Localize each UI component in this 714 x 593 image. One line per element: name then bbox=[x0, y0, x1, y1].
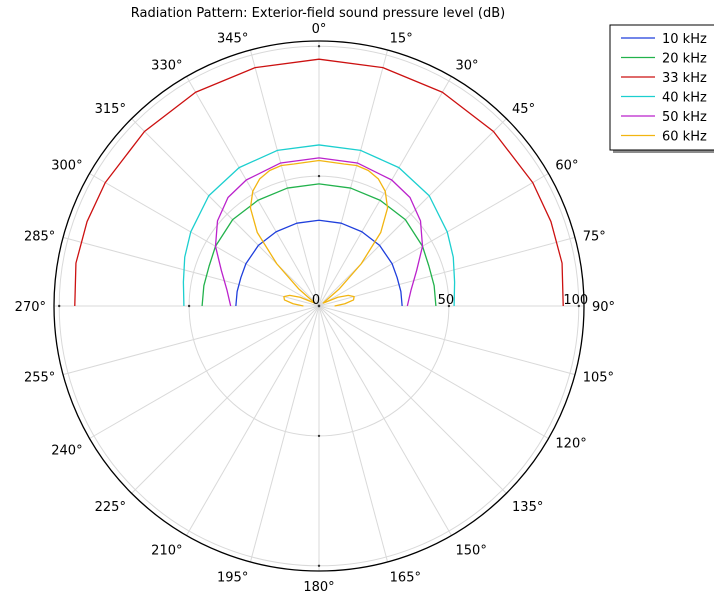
radial-tick-label: 0 bbox=[312, 293, 320, 308]
angle-tick-label: 150° bbox=[456, 543, 487, 558]
legend-label-20-khz: 20 kHz bbox=[662, 52, 707, 67]
angle-gridline bbox=[318, 118, 507, 307]
angle-gridline bbox=[89, 305, 320, 439]
angle-gridline bbox=[318, 305, 576, 376]
legend-label-10-khz: 10 kHz bbox=[662, 32, 707, 47]
angle-tick-label: 240° bbox=[51, 444, 82, 459]
angle-tick-label: 30° bbox=[456, 59, 479, 74]
radial-tick-label: 50 bbox=[438, 293, 455, 308]
angle-gridline bbox=[249, 305, 320, 563]
radial-tick-mark bbox=[317, 174, 321, 178]
angle-tick-label: 60° bbox=[555, 159, 578, 174]
angle-tick-label: 15° bbox=[390, 31, 413, 46]
angle-tick-label: 195° bbox=[217, 571, 248, 586]
angle-tick-label: 75° bbox=[583, 229, 606, 244]
angle-tick-label: 285° bbox=[24, 229, 55, 244]
series-line-33-khz bbox=[74, 58, 564, 307]
angle-gridline bbox=[89, 173, 320, 307]
angle-tick-label: 255° bbox=[24, 371, 55, 386]
angle-tick-label: 0° bbox=[312, 22, 327, 37]
radial-tick-mark bbox=[187, 304, 191, 308]
legend: 10 kHz 20 kHz 33 kHz 40 kHz 50 kHz 60 kHz bbox=[609, 24, 714, 153]
series-line-60-khz bbox=[249, 159, 389, 307]
legend-box bbox=[609, 24, 714, 151]
angle-gridline bbox=[186, 305, 320, 536]
polar-frame bbox=[53, 40, 585, 572]
radial-tick-mark bbox=[317, 564, 321, 567]
angle-gridline bbox=[318, 236, 576, 307]
angle-gridline bbox=[318, 305, 549, 439]
radial-tick-mark bbox=[317, 45, 321, 48]
angle-gridline bbox=[318, 49, 389, 307]
angle-tick-label: 135° bbox=[512, 500, 543, 515]
angle-gridline bbox=[62, 236, 320, 307]
series-line-20-khz bbox=[201, 183, 437, 307]
radial-tick-mark bbox=[577, 304, 580, 308]
radial-tick-mark bbox=[447, 304, 451, 308]
legend-label-40-khz: 40 kHz bbox=[662, 91, 707, 106]
legend-label-50-khz: 50 kHz bbox=[662, 110, 707, 125]
legend-label-60-khz: 60 kHz bbox=[662, 130, 707, 145]
radial-tick-mark bbox=[58, 304, 61, 308]
angle-tick-label: 270° bbox=[15, 300, 46, 315]
angle-gridline bbox=[62, 305, 320, 376]
angle-tick-label: 90° bbox=[592, 300, 615, 315]
series-layer bbox=[74, 58, 564, 307]
angle-tick-label: 45° bbox=[512, 102, 535, 117]
angle-tick-label: 345° bbox=[217, 31, 248, 46]
angle-gridline bbox=[318, 305, 452, 536]
series-line-50-khz bbox=[214, 157, 424, 307]
radial-tick-mark bbox=[317, 304, 321, 308]
polar-grid bbox=[53, 40, 585, 572]
angle-gridline bbox=[318, 305, 389, 563]
angle-tick-label: 180° bbox=[303, 580, 334, 593]
angle-tick-label: 165° bbox=[390, 571, 421, 586]
angle-gridline bbox=[131, 305, 320, 494]
angle-gridline bbox=[318, 173, 549, 307]
angle-tick-label: 330° bbox=[151, 59, 182, 74]
angle-tick-label: 225° bbox=[95, 500, 126, 515]
series-line-40-khz bbox=[182, 144, 456, 307]
angle-tick-label: 300° bbox=[51, 159, 82, 174]
angle-gridline bbox=[318, 305, 507, 494]
angle-tick-label: 105° bbox=[583, 371, 614, 386]
series-line-10-khz bbox=[235, 219, 403, 307]
angle-tick-label: 315° bbox=[95, 102, 126, 117]
radial-tick-label: 100 bbox=[563, 293, 588, 308]
legend-label-33-khz: 33 kHz bbox=[662, 71, 707, 86]
radial-tick-mark bbox=[317, 434, 321, 438]
angle-tick-label: 120° bbox=[555, 437, 586, 452]
angle-gridline bbox=[249, 49, 320, 307]
angle-tick-label: 210° bbox=[151, 543, 182, 558]
chart-title: Radiation Pattern: Exterior-field sound … bbox=[131, 6, 505, 21]
angle-gridline bbox=[131, 118, 320, 307]
axis-labels: 0° 15° 30° 45° 60° 75° 90° 105° 120° 135° 150° 165°… bbox=[15, 22, 615, 593]
